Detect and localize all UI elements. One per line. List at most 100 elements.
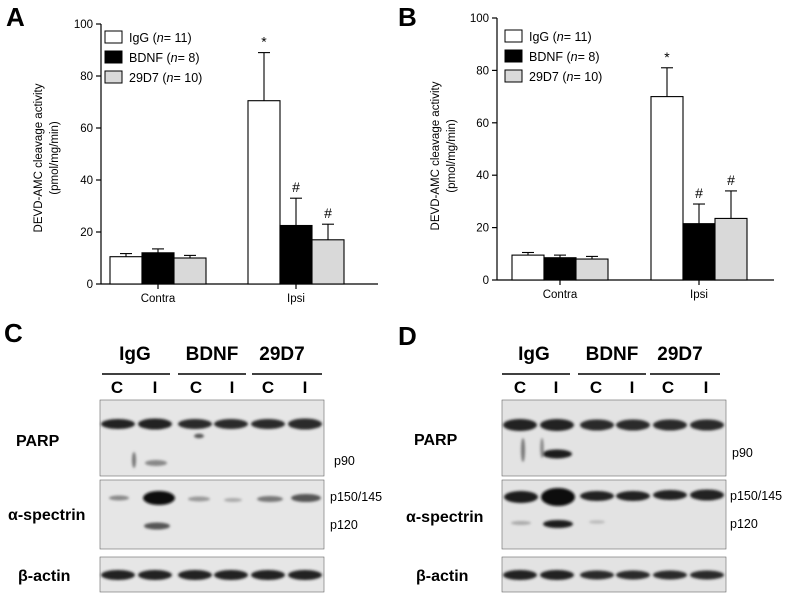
panel-b-legend-label-29d7: 29D7 (n= 10) xyxy=(529,70,602,84)
blot-d-lane-6: I xyxy=(704,378,709,397)
panel-b-bar-igg xyxy=(650,96,684,281)
panel-a-significance-marker: # xyxy=(292,179,300,195)
panel-a-x-tick-label: Ipsi xyxy=(287,293,305,305)
panel-b-y-tick-label: 20 xyxy=(476,223,489,235)
panel-a-legend-swatch-igg xyxy=(104,30,123,44)
panel-b-significance-marker: * xyxy=(664,49,670,65)
blot-c-lane-1: C xyxy=(111,378,123,397)
panel-b-bar-29d7 xyxy=(575,258,609,281)
blot-c-row-actin: β-actin xyxy=(18,568,70,585)
panel-b-x-tick-label: Contra xyxy=(543,289,578,301)
panel-b-bar-bdnf xyxy=(543,257,577,281)
blot-c-p120-band xyxy=(144,522,170,530)
panel-b-legend-label-igg: IgG (n= 11) xyxy=(529,30,592,44)
panel-a-legend-swatch-bdnf xyxy=(104,50,123,64)
blot-d-parp-band xyxy=(653,419,687,431)
panel-b-y-tick-label: 0 xyxy=(483,275,489,287)
blot-d-parp-strip xyxy=(501,399,727,477)
blot-c-spectrin-band xyxy=(109,495,129,501)
blot-d-spectrin-band xyxy=(541,488,575,506)
panel-b-ylabel-units: (pmol/mg/min) xyxy=(446,119,458,193)
blot-d-lane-4: I xyxy=(630,378,635,397)
panel-b-ylabel: DEVD-AMC cleavage activity xyxy=(430,81,442,230)
panel-b-y-tick-label: 60 xyxy=(476,118,489,130)
panel-b-legend-label-bdnf: BDNF (n= 8) xyxy=(529,50,600,64)
blot-c-spectrin-strip xyxy=(99,479,325,550)
blot-d-p120-band xyxy=(543,520,573,528)
blot-d-actin-band xyxy=(540,570,574,580)
panel-a-y-tick-label: 100 xyxy=(74,19,93,31)
blot-d: D IgG BDNF 29D7 C I C I C I PARP α-spect… xyxy=(398,321,782,593)
blot-d-row-actin: β-actin xyxy=(416,568,468,585)
blot-d-lane-5: C xyxy=(662,378,674,397)
panel-a-y-tick-label: 40 xyxy=(80,175,93,187)
panel-b: B DEVD-AMC cleavage activity (pmol/mg/mi… xyxy=(398,2,774,301)
panel-b-y-tick-label: 40 xyxy=(476,170,489,182)
blot-d-band-p90: p90 xyxy=(732,446,753,460)
panel-b-bar-igg xyxy=(511,254,545,281)
blot-d-spectrin-band xyxy=(616,491,650,501)
panel-a-bar-bdnf xyxy=(141,252,175,285)
blot-d-actin-band xyxy=(503,570,537,580)
blot-d-parp-band xyxy=(540,419,574,431)
panel-a: A DEVD-AMC cleavage activity (pmol/mg/mi… xyxy=(6,2,378,305)
blot-d-band-p150: p150/145 xyxy=(730,489,782,503)
blot-c-group-igg: IgG xyxy=(119,344,151,365)
blot-d-spectrin-strip xyxy=(501,479,727,550)
blot-d-parp-band xyxy=(616,419,650,431)
blot-c-parp-band xyxy=(288,418,322,430)
blot-c: C IgG BDNF 29D7 C I C I C I PARP α-spect… xyxy=(4,318,382,593)
blot-d-parp-band xyxy=(690,419,724,431)
blot-c-parp-band xyxy=(101,419,135,429)
blot-d-lane-1: C xyxy=(514,378,526,397)
panel-a-ylabel-units: (pmol/mg/min) xyxy=(49,121,61,195)
panel-b-y-tick-label: 80 xyxy=(476,65,489,77)
panel-a-legend-label-29d7: 29D7 (n= 10) xyxy=(129,71,202,85)
blot-d-parp-band xyxy=(503,419,537,431)
blot-c-band-p90: p90 xyxy=(334,454,355,468)
blot-d-actin-band xyxy=(580,570,614,580)
blot-d-letter: D xyxy=(398,321,417,351)
panel-b-bar-29d7 xyxy=(714,217,748,281)
blot-c-parp-band xyxy=(251,419,285,429)
blot-c-actin-band xyxy=(288,570,322,580)
panel-a-letter: A xyxy=(6,2,25,32)
panel-a-plot: 0 20 40 60 80 100 Contra Ipsi * # # IgG (n= 11) BDNF… xyxy=(74,19,378,305)
blot-c-spectrin-band xyxy=(188,496,210,502)
panel-a-legend-swatch-29d7 xyxy=(104,70,123,84)
panel-a-bar-bdnf xyxy=(279,224,313,285)
blot-d-parp-band xyxy=(580,419,614,431)
panel-b-plot: 0 20 40 60 80 100 Contra Ipsi * # # IgG (n= 11) BDNF… xyxy=(470,13,774,301)
blot-c-row-parp: PARP xyxy=(16,433,60,450)
blot-c-spectrin-band xyxy=(291,494,321,502)
blot-c-actin-band xyxy=(178,570,212,580)
blot-c-lane-4: I xyxy=(230,378,235,397)
blot-c-lane-6: I xyxy=(303,378,308,397)
blot-d-spectrin-band xyxy=(653,490,687,500)
blot-c-letter: C xyxy=(4,318,23,348)
panel-b-x-tick-label: Ipsi xyxy=(690,289,708,301)
blot-d-lane-3: C xyxy=(590,378,602,397)
blot-c-group-29d7: 29D7 xyxy=(259,344,304,365)
blot-c-group-bdnf: BDNF xyxy=(186,344,239,365)
blot-c-p90-band xyxy=(145,460,167,466)
panel-b-letter: B xyxy=(398,2,417,32)
blot-c-lane-5: C xyxy=(262,378,274,397)
panel-b-legend-swatch-bdnf xyxy=(504,49,523,63)
panel-b-significance-marker: # xyxy=(727,172,735,188)
panel-a-bar-igg xyxy=(247,100,281,285)
blot-c-parp-band xyxy=(138,418,172,430)
blot-d-band-p120: p120 xyxy=(730,517,758,531)
panel-b-bar-bdnf xyxy=(682,223,716,281)
blot-c-spectrin-band xyxy=(143,491,175,505)
blot-c-band-p150: p150/145 xyxy=(330,490,382,504)
blot-d-actin-band xyxy=(653,570,687,580)
blot-c-lane-3: C xyxy=(190,378,202,397)
blot-d-actin-band xyxy=(690,570,724,580)
blot-c-actin-strip xyxy=(99,556,325,593)
blot-d-spectrin-band xyxy=(504,491,538,503)
panel-a-legend-label-bdnf: BDNF (n= 8) xyxy=(129,51,200,65)
blot-d-p90-band xyxy=(542,449,572,459)
blot-d-spectrin-band xyxy=(580,491,614,501)
blot-d-group-29d7: 29D7 xyxy=(657,344,702,365)
